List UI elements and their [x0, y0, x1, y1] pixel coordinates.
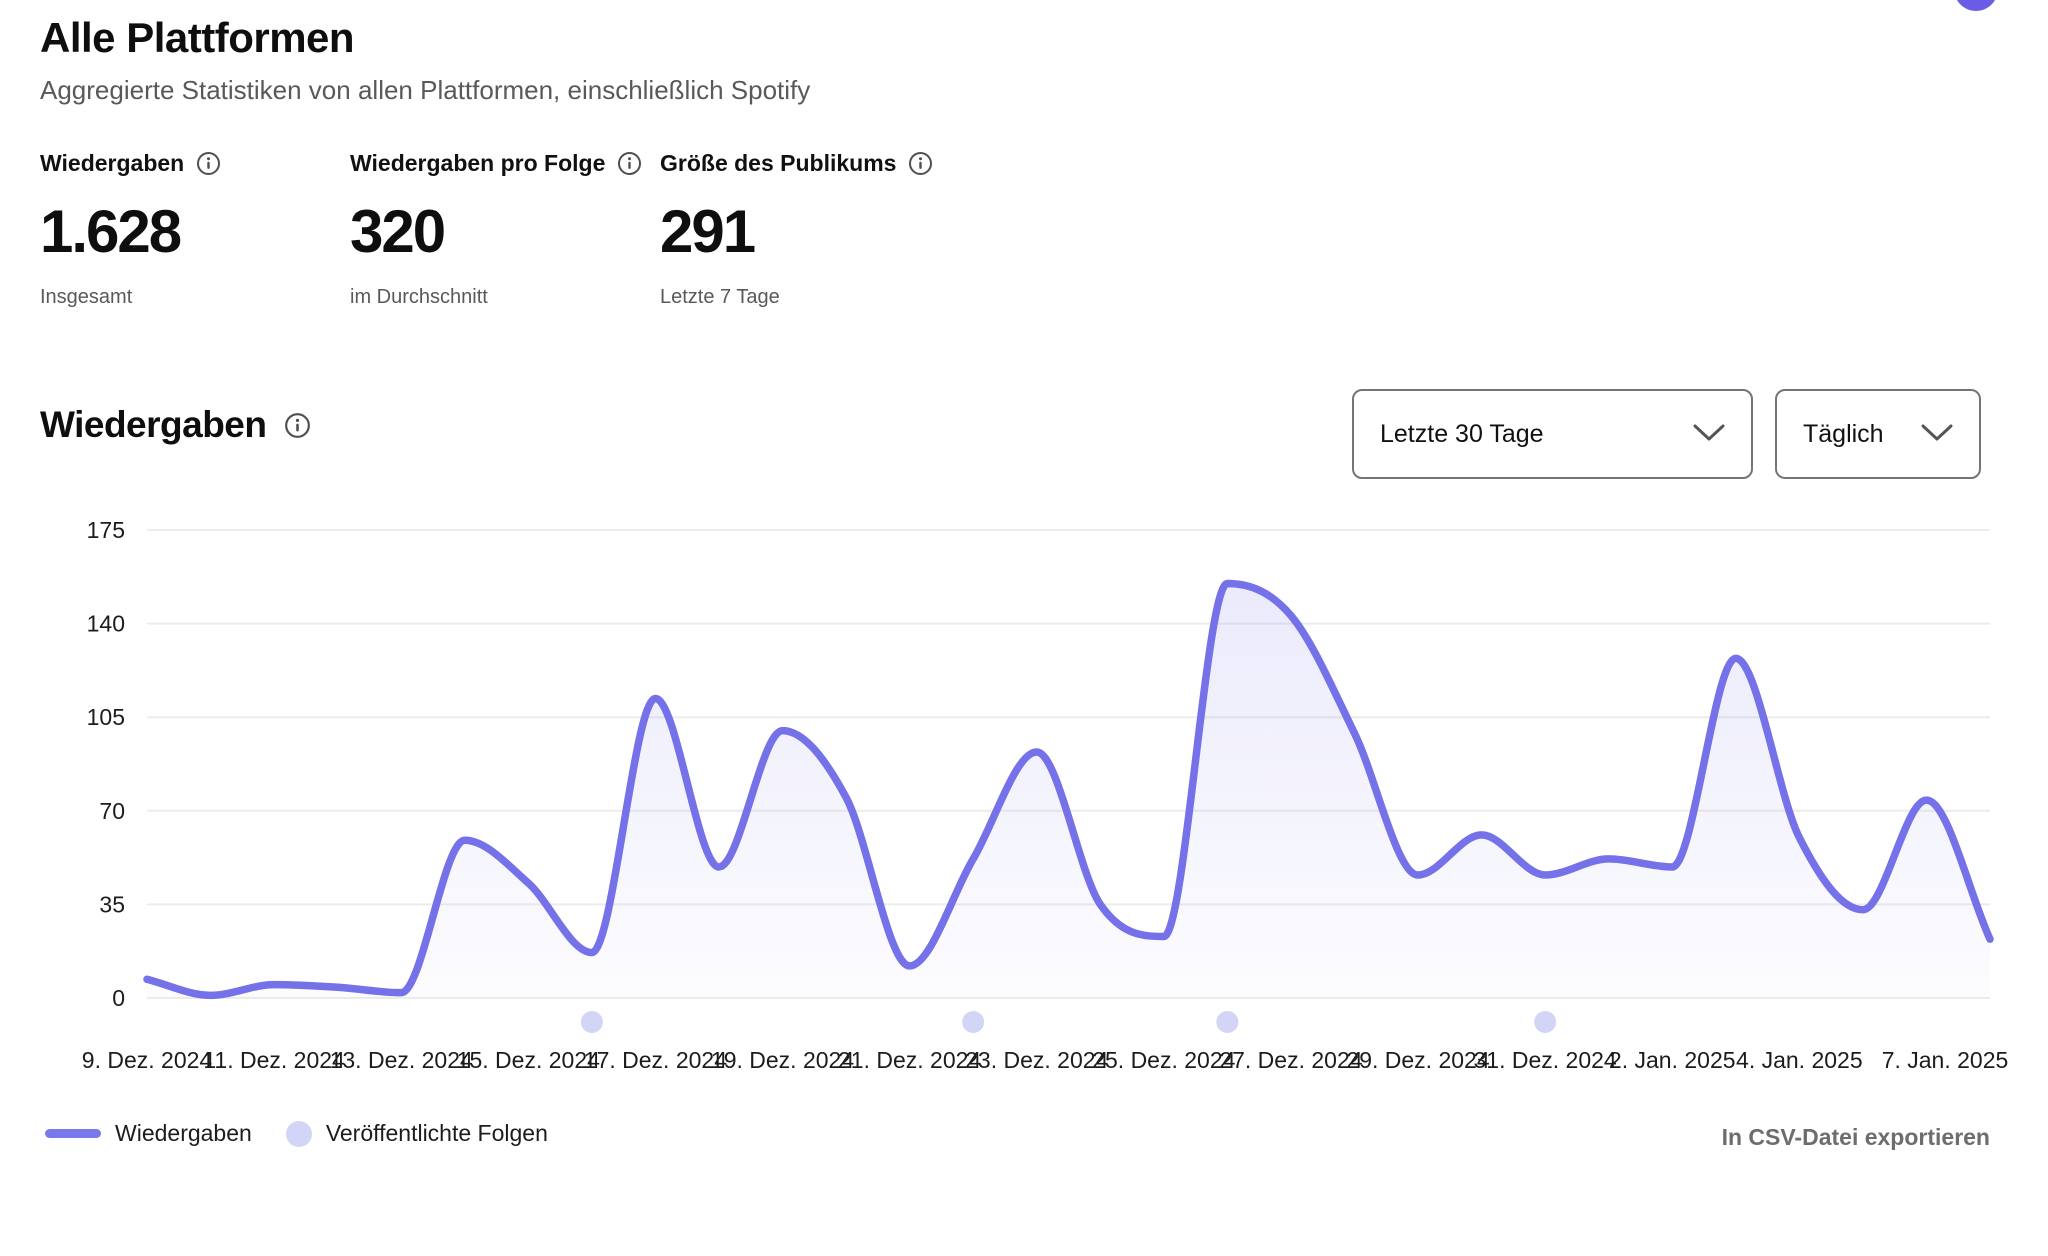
dot-swatch-icon: [285, 1120, 312, 1147]
stat-value: 1.628: [40, 198, 182, 265]
info-icon[interactable]: [908, 151, 933, 176]
export-csv-link[interactable]: In CSV-Datei exportieren: [1721, 1124, 1990, 1150]
plays-area-fill: [147, 583, 1990, 998]
info-icon[interactable]: [196, 151, 221, 176]
y-axis-tick-label: 0: [112, 985, 125, 1011]
interval-dropdown[interactable]: Täglich: [1775, 389, 1981, 479]
y-axis-tick-label: 140: [87, 611, 125, 637]
episode-marker-dot[interactable]: [580, 1011, 603, 1033]
y-axis-tick-label: 35: [99, 891, 125, 917]
chart-section-title: Wiedergaben: [40, 404, 267, 445]
info-icon[interactable]: [617, 151, 642, 176]
legend-item-published-episodes: Veröffentlichte Folgen: [285, 1120, 548, 1147]
x-axis-tick-label: 4. Jan. 2025: [1736, 1047, 1863, 1073]
x-axis-tick-label: 23. Dez. 2024: [965, 1047, 1108, 1073]
stat-sublabel: Insgesamt: [40, 286, 133, 308]
stat-label: Wiedergaben pro Folge: [350, 150, 606, 176]
x-axis-tick-label: 2. Jan. 2025: [1609, 1047, 1736, 1073]
chevron-down-icon: [1693, 420, 1725, 449]
x-axis-tick-label: 11. Dez. 2024: [203, 1047, 345, 1073]
date-range-dropdown[interactable]: Letzte 30 Tage: [1352, 389, 1753, 479]
stat-card-plays: Wiedergaben 1.628 Insgesamt: [40, 150, 350, 309]
page-subtitle: Aggregierte Statistiken von allen Plattf…: [40, 75, 811, 105]
info-icon[interactable]: [284, 412, 311, 439]
episode-marker-dot[interactable]: [1534, 1011, 1557, 1033]
page-title: Alle Plattformen: [40, 14, 355, 61]
x-axis-tick-label: 7. Jan. 2025: [1882, 1047, 2009, 1073]
x-axis-tick-label: 15. Dez. 2024: [457, 1047, 600, 1073]
y-axis-tick-label: 105: [87, 704, 125, 730]
x-axis-tick-label: 29. Dez. 2024: [1346, 1047, 1489, 1073]
legend-label: Veröffentlichte Folgen: [325, 1120, 548, 1146]
x-axis-tick-label: 31. Dez. 2024: [1474, 1047, 1617, 1073]
stat-value: 320: [350, 198, 446, 265]
x-axis-tick-label: 19. Dez. 2024: [711, 1047, 854, 1073]
chevron-down-icon: [1921, 420, 1953, 449]
profile-avatar-partial[interactable]: [1954, 0, 1998, 11]
legend-label: Wiedergaben: [115, 1120, 252, 1146]
stat-sublabel: im Durchschnitt: [350, 286, 488, 308]
stat-label: Wiedergaben: [40, 150, 185, 176]
interval-dropdown-value: Täglich: [1803, 419, 1884, 448]
chart-section-header: Wiedergaben: [40, 404, 311, 446]
chart-legend: Wiedergaben Veröffentlichte Folgen: [45, 1120, 548, 1147]
date-range-dropdown-value: Letzte 30 Tage: [1380, 419, 1544, 448]
x-axis-tick-label: 27. Dez. 2024: [1219, 1047, 1362, 1073]
stat-label: Größe des Publikums: [660, 150, 897, 176]
y-axis-tick-label: 70: [99, 798, 125, 824]
stat-value: 291: [660, 198, 756, 265]
stats-row: Wiedergaben 1.628 Insgesamt Wiedergaben …: [40, 150, 970, 309]
y-axis-tick-label: 175: [87, 517, 125, 543]
stat-sublabel: Letzte 7 Tage: [660, 286, 780, 308]
plays-chart[interactable]: 0 35 70 105 140 175 9. Dez. 2024 11. Dez. 2024 1…: [0, 500, 2048, 1140]
stat-card-plays-per-episode: Wiedergaben pro Folge 320 im Durchschnit…: [350, 150, 660, 309]
stat-card-audience-size: Größe des Publikums 291 Letzte 7 Tage: [660, 150, 970, 309]
episode-marker-dot[interactable]: [1216, 1011, 1239, 1033]
x-axis-tick-label: 17. Dez. 2024: [584, 1047, 727, 1073]
plays-line-series: [143, 579, 1994, 1000]
line-swatch-icon: [45, 1129, 101, 1138]
x-axis-tick-label: 21. Dez. 2024: [838, 1047, 981, 1073]
x-axis-tick-label: 9. Dez. 2024: [82, 1047, 213, 1073]
legend-item-plays: Wiedergaben: [45, 1120, 252, 1147]
page-header: Alle Plattformen Aggregierte Statistiken…: [40, 14, 810, 106]
x-axis-tick-label: 13. Dez. 2024: [330, 1047, 473, 1073]
x-axis-tick-label: 25. Dez. 2024: [1092, 1047, 1235, 1073]
episode-marker-dot[interactable]: [962, 1011, 985, 1033]
